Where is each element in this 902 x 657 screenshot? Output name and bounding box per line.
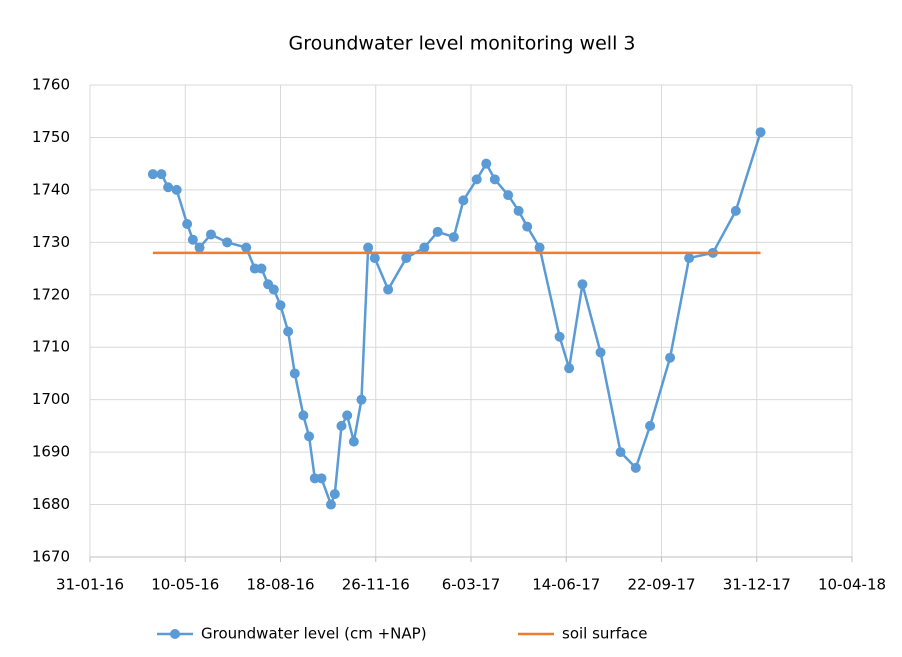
data-point (241, 242, 252, 253)
legend-label: soil surface (562, 625, 648, 643)
data-point (522, 221, 533, 232)
data-point (342, 410, 353, 421)
x-tick-label: 18-08-16 (246, 576, 314, 594)
y-tick-label: 1740 (32, 180, 70, 198)
y-tick-label: 1680 (32, 495, 70, 513)
data-point (304, 431, 315, 442)
data-point (298, 410, 309, 421)
data-point (419, 242, 430, 253)
legend-label: Groundwater level (cm +NAP) (201, 625, 427, 643)
data-point (256, 263, 267, 274)
y-tick-label: 1750 (32, 128, 70, 146)
data-point (755, 127, 766, 138)
data-point (513, 205, 524, 216)
data-point (325, 499, 336, 510)
data-point (369, 253, 380, 264)
data-point (205, 229, 216, 240)
legend-marker (170, 629, 180, 639)
data-point (481, 158, 492, 169)
data-point (458, 195, 469, 206)
y-tick-label: 1710 (32, 338, 70, 356)
data-point (163, 182, 174, 193)
data-point (182, 218, 193, 229)
data-point (665, 352, 676, 363)
data-point (356, 394, 367, 405)
data-point (336, 420, 347, 431)
data-point (316, 473, 327, 484)
data-point (564, 363, 575, 374)
data-point (171, 184, 182, 195)
x-tick-label: 6-03-17 (442, 576, 501, 594)
data-point (615, 447, 626, 458)
data-point (489, 174, 500, 185)
data-point (194, 242, 205, 253)
data-point (222, 237, 233, 248)
data-point (268, 284, 279, 295)
y-tick-label: 1700 (32, 390, 70, 408)
y-tick-label: 1690 (32, 443, 70, 461)
data-point (448, 232, 459, 243)
data-point (645, 420, 656, 431)
data-point (363, 242, 374, 253)
data-point (401, 253, 412, 264)
data-point (554, 331, 565, 342)
x-tick-label: 22-09-17 (627, 576, 695, 594)
chart-title: Groundwater level monitoring well 3 (289, 33, 636, 55)
data-point (577, 279, 588, 290)
data-point (348, 436, 359, 447)
data-point (684, 253, 695, 264)
data-point (147, 169, 158, 180)
data-point (383, 284, 394, 295)
data-point (432, 226, 443, 237)
y-tick-label: 1760 (32, 76, 70, 94)
data-point (156, 169, 167, 180)
data-point (730, 205, 741, 216)
data-point (503, 190, 514, 201)
data-point (630, 462, 641, 473)
y-tick-label: 1720 (32, 285, 70, 303)
y-tick-label: 1670 (32, 548, 70, 566)
data-point (275, 300, 286, 311)
y-tick-label: 1730 (32, 233, 70, 251)
data-point (329, 489, 340, 500)
x-tick-label: 10-04-18 (818, 576, 886, 594)
x-tick-label: 31-01-16 (56, 576, 124, 594)
data-point (471, 174, 482, 185)
x-tick-label: 10-05-16 (151, 576, 219, 594)
x-tick-label: 31-12-17 (723, 576, 791, 594)
x-tick-label: 14-06-17 (532, 576, 600, 594)
x-tick-label: 26-11-16 (342, 576, 410, 594)
data-point (187, 234, 198, 245)
data-point (283, 326, 294, 337)
data-point (534, 242, 545, 253)
data-point (595, 347, 606, 358)
data-point (289, 368, 300, 379)
